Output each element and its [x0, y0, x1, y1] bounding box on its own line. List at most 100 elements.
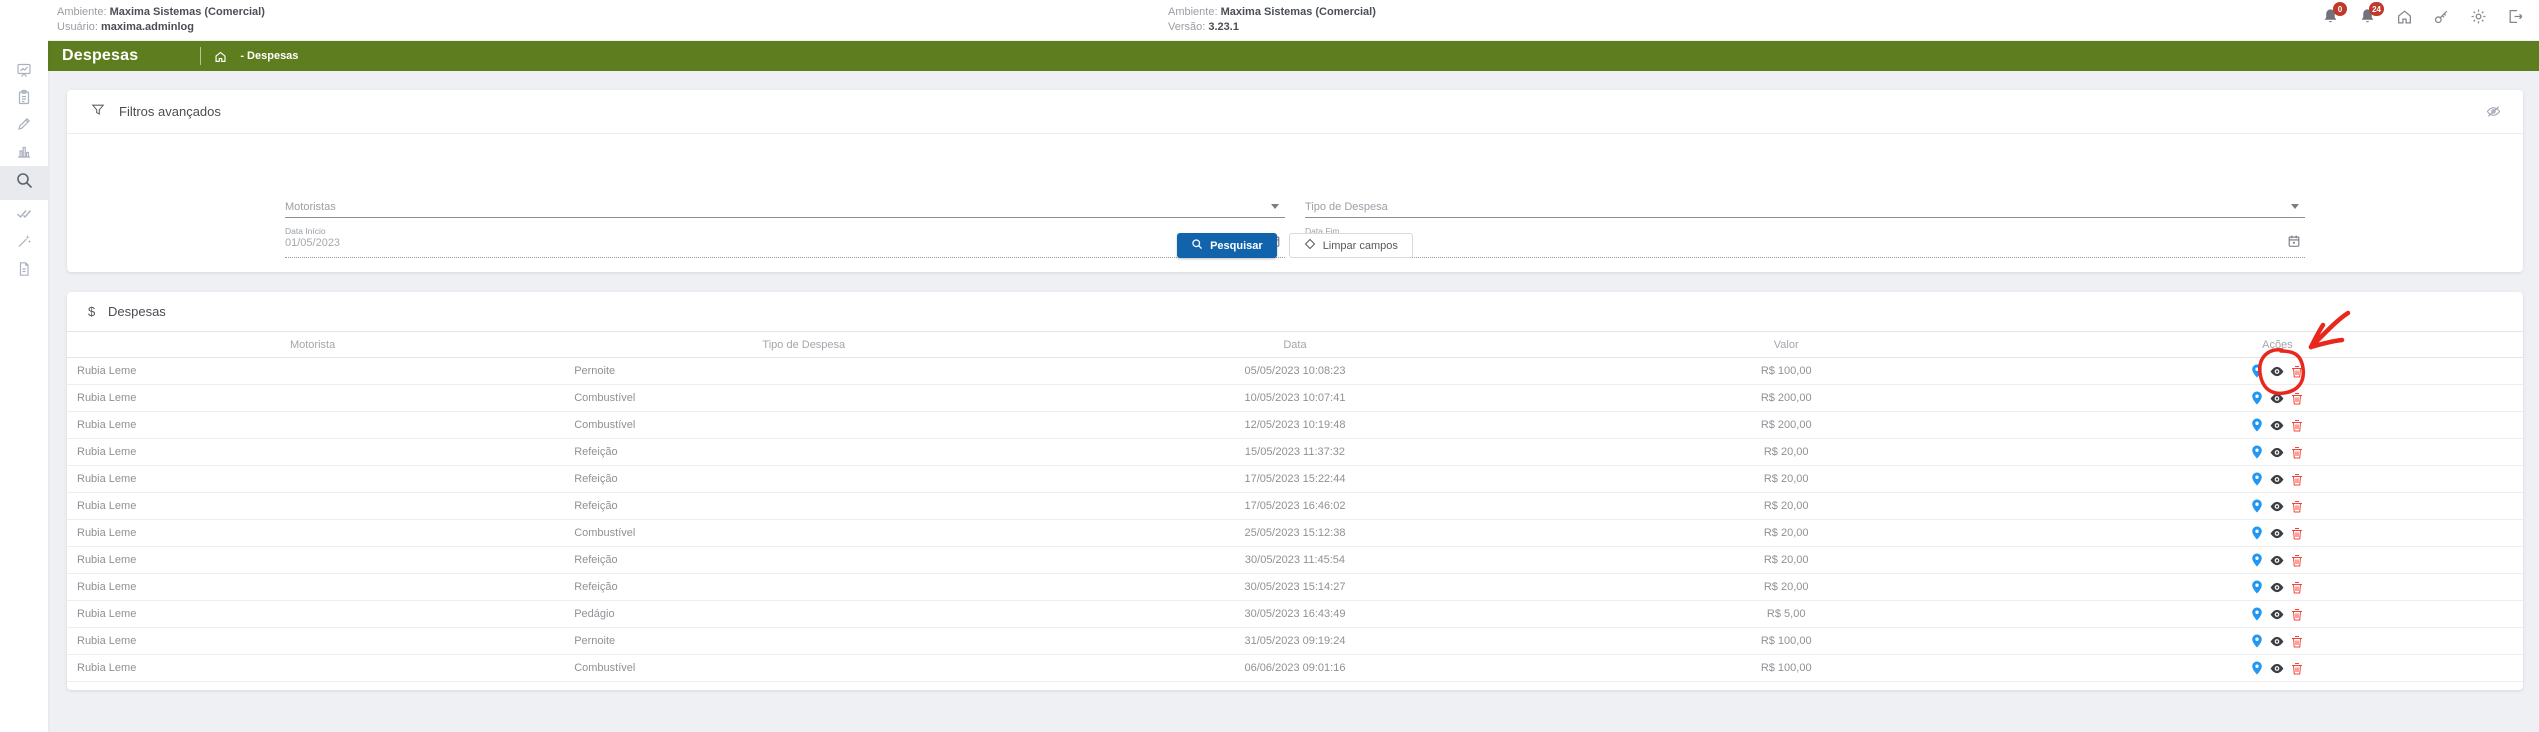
- cell-valor: R$ 5,00: [1766, 608, 1806, 620]
- cell-tipo-despesa: Refeição: [574, 473, 618, 485]
- tipo-despesa-select[interactable]: Tipo de Despesa: [1305, 194, 2305, 218]
- view-eye-icon[interactable]: [2270, 661, 2284, 675]
- search-icon: [15, 171, 34, 195]
- view-eye-icon[interactable]: [2270, 526, 2284, 540]
- cell-motorista: Rubia Leme: [77, 392, 137, 404]
- delete-trash-icon[interactable]: [2290, 445, 2304, 459]
- cell-tipo-despesa: Refeição: [574, 446, 618, 458]
- titlebar-divider: [200, 47, 202, 65]
- key-icon[interactable]: [2431, 6, 2451, 26]
- calendar-icon[interactable]: [2287, 234, 2301, 253]
- logout-icon[interactable]: [2505, 6, 2525, 26]
- view-eye-icon[interactable]: [2270, 607, 2284, 621]
- table-row: Rubia Leme Refeição 30/05/2023 15:14:27 …: [67, 574, 2523, 601]
- cell-motorista: Rubia Leme: [77, 446, 137, 458]
- cell-motorista: Rubia Leme: [77, 365, 137, 377]
- table-row: Rubia Leme Pedágio 30/05/2023 16:43:49 R…: [67, 601, 2523, 628]
- clipboard-icon: [16, 89, 32, 110]
- chevron-down-icon: [2291, 204, 2299, 209]
- cell-motorista: Rubia Leme: [77, 635, 137, 647]
- sidebar-item-clipboard[interactable]: [0, 84, 48, 114]
- cell-data: 31/05/2023 09:19:24: [1244, 635, 1346, 647]
- delete-trash-icon[interactable]: [2290, 364, 2304, 378]
- cell-data: 12/05/2023 10:19:48: [1244, 419, 1346, 431]
- sidebar-item-reports[interactable]: [0, 138, 48, 168]
- view-eye-icon[interactable]: [2270, 472, 2284, 486]
- notifications-bell-icon[interactable]: 0: [2320, 2, 2347, 26]
- pesquisar-button[interactable]: Pesquisar: [1177, 233, 1277, 258]
- location-pin-icon[interactable]: [2250, 526, 2264, 540]
- sidebar-item-documents[interactable]: [0, 256, 48, 286]
- limpar-campos-button-label: Limpar campos: [1322, 239, 1398, 252]
- data-fim-label: Data Fim: [1305, 226, 1340, 236]
- cell-motorista: Rubia Leme: [77, 473, 137, 485]
- delete-trash-icon[interactable]: [2290, 607, 2304, 621]
- location-pin-icon[interactable]: [2250, 553, 2264, 567]
- environment-info-left: Ambiente: Maxima Sistemas (Comercial) Us…: [57, 5, 265, 35]
- cell-data: 17/05/2023 16:46:02: [1244, 500, 1346, 512]
- location-pin-icon[interactable]: [2250, 364, 2264, 378]
- column-header-acoes: Ações: [2262, 338, 2293, 351]
- view-eye-icon[interactable]: [2270, 580, 2284, 594]
- delete-trash-icon[interactable]: [2290, 391, 2304, 405]
- cell-actions: [2032, 445, 2523, 459]
- eye-off-icon[interactable]: [2486, 104, 2501, 122]
- cell-valor: R$ 100,00: [1760, 662, 1812, 674]
- cell-actions: [2032, 553, 2523, 567]
- sidebar-item-search[interactable]: [0, 166, 48, 200]
- location-pin-icon[interactable]: [2250, 445, 2264, 459]
- cell-motorista: Rubia Leme: [77, 581, 137, 593]
- alerts-bell-icon[interactable]: 24: [2357, 2, 2384, 26]
- location-pin-icon[interactable]: [2250, 634, 2264, 648]
- view-eye-icon[interactable]: [2270, 418, 2284, 432]
- view-eye-icon[interactable]: [2270, 553, 2284, 567]
- breadcrumb-home-icon[interactable]: [214, 50, 227, 63]
- cell-actions: [2032, 607, 2523, 621]
- cell-data: 30/05/2023 11:45:54: [1244, 554, 1346, 566]
- cell-valor: R$ 100,00: [1760, 365, 1812, 377]
- delete-trash-icon[interactable]: [2290, 553, 2304, 567]
- delete-trash-icon[interactable]: [2290, 634, 2304, 648]
- view-eye-icon[interactable]: [2270, 445, 2284, 459]
- delete-trash-icon[interactable]: [2290, 472, 2304, 486]
- magic-wand-icon: [16, 233, 32, 254]
- location-pin-icon[interactable]: [2250, 418, 2264, 432]
- column-header-tipo-despesa: Tipo de Despesa: [762, 338, 846, 351]
- location-pin-icon[interactable]: [2250, 391, 2264, 405]
- cell-motorista: Rubia Leme: [77, 608, 137, 620]
- double-check-icon: [16, 205, 32, 226]
- cell-valor: R$ 200,00: [1760, 419, 1812, 431]
- view-eye-icon[interactable]: [2270, 391, 2284, 405]
- location-pin-icon[interactable]: [2250, 499, 2264, 513]
- table-header-row: Motorista Tipo de Despesa Data Valor Açõ…: [67, 332, 2523, 358]
- cell-actions: [2032, 634, 2523, 648]
- sidebar-item-dashboard[interactable]: [0, 57, 48, 87]
- delete-trash-icon[interactable]: [2290, 499, 2304, 513]
- cell-tipo-despesa: Combustível: [574, 662, 636, 674]
- view-eye-icon[interactable]: [2270, 499, 2284, 513]
- filters-card: Filtros avançados Motoristas Data Início…: [67, 90, 2523, 272]
- view-eye-icon[interactable]: [2270, 364, 2284, 378]
- sidebar-item-approvals[interactable]: [0, 200, 48, 230]
- delete-trash-icon[interactable]: [2290, 661, 2304, 675]
- expenses-section-title: Despesas: [108, 304, 166, 319]
- location-pin-icon[interactable]: [2250, 580, 2264, 594]
- view-eye-icon[interactable]: [2270, 634, 2284, 648]
- location-pin-icon[interactable]: [2250, 607, 2264, 621]
- location-pin-icon[interactable]: [2250, 472, 2264, 486]
- limpar-campos-button[interactable]: Limpar campos: [1288, 233, 1413, 258]
- cell-tipo-despesa: Combustível: [574, 392, 636, 404]
- home-icon[interactable]: [2394, 6, 2414, 26]
- location-pin-icon[interactable]: [2250, 661, 2264, 675]
- cell-actions: [2032, 526, 2523, 540]
- sidebar-item-edit[interactable]: [0, 111, 48, 141]
- usuario-value: maxima.adminlog: [101, 21, 194, 33]
- delete-trash-icon[interactable]: [2290, 418, 2304, 432]
- cell-data: 10/05/2023 10:07:41: [1244, 392, 1346, 404]
- delete-trash-icon[interactable]: [2290, 580, 2304, 594]
- expense-rows: Rubia Leme Pernoite 05/05/2023 10:08:23 …: [67, 358, 2523, 682]
- motoristas-select[interactable]: Motoristas: [285, 194, 1285, 218]
- delete-trash-icon[interactable]: [2290, 526, 2304, 540]
- settings-gear-icon[interactable]: [2468, 6, 2488, 26]
- sidebar-item-tools[interactable]: [0, 228, 48, 258]
